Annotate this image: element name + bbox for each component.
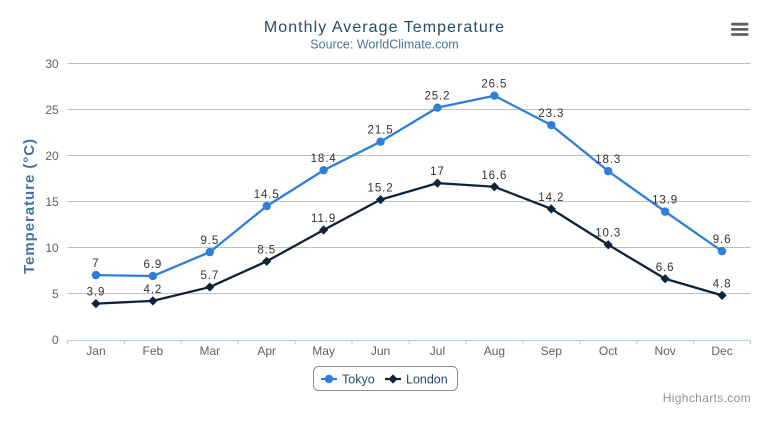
svg-text:18.4: 18.4	[311, 153, 337, 165]
svg-text:0: 0	[52, 333, 59, 347]
svg-text:20: 20	[45, 149, 59, 163]
svg-text:8.5: 8.5	[257, 244, 276, 256]
svg-text:23.3: 23.3	[538, 108, 564, 120]
svg-text:14.2: 14.2	[538, 192, 564, 204]
svg-text:18.3: 18.3	[595, 154, 621, 166]
svg-text:25: 25	[45, 103, 59, 117]
svg-text:13.9: 13.9	[652, 195, 678, 207]
svg-text:5: 5	[52, 287, 59, 301]
svg-text:London: London	[406, 372, 448, 386]
svg-text:10: 10	[45, 241, 59, 255]
svg-text:Source: WorldClimate.com: Source: WorldClimate.com	[310, 38, 458, 52]
svg-text:Monthly Average Temperature: Monthly Average Temperature	[264, 19, 505, 36]
svg-text:14.5: 14.5	[254, 189, 280, 201]
svg-text:Nov: Nov	[654, 344, 675, 358]
svg-text:Jan: Jan	[86, 344, 105, 358]
svg-text:Mar: Mar	[199, 344, 220, 358]
svg-text:26.5: 26.5	[481, 79, 507, 91]
svg-text:4.8: 4.8	[713, 278, 732, 290]
svg-text:5.7: 5.7	[200, 270, 219, 282]
svg-text:Jun: Jun	[371, 344, 390, 358]
svg-text:9.5: 9.5	[200, 235, 219, 247]
svg-text:6.6: 6.6	[656, 262, 675, 274]
svg-text:15: 15	[45, 195, 59, 209]
svg-text:3.9: 3.9	[87, 287, 106, 299]
svg-text:Temperature (°C): Temperature (°C)	[21, 138, 38, 274]
svg-text:Tokyo: Tokyo	[342, 372, 375, 386]
svg-text:15.2: 15.2	[368, 183, 394, 195]
svg-text:30: 30	[45, 57, 59, 71]
svg-text:Feb: Feb	[143, 344, 164, 358]
svg-text:Jul: Jul	[430, 344, 445, 358]
svg-text:16.6: 16.6	[481, 170, 507, 182]
svg-text:Highcharts.com: Highcharts.com	[663, 391, 751, 405]
svg-text:10.3: 10.3	[595, 228, 621, 240]
svg-text:May: May	[312, 344, 335, 358]
svg-text:9.6: 9.6	[713, 234, 732, 246]
svg-text:17: 17	[430, 166, 445, 178]
svg-text:Apr: Apr	[257, 344, 276, 358]
svg-text:Dec: Dec	[711, 344, 732, 358]
svg-text:21.5: 21.5	[368, 125, 394, 137]
svg-text:11.9: 11.9	[311, 213, 336, 225]
svg-text:Aug: Aug	[484, 344, 505, 358]
svg-text:Sep: Sep	[541, 344, 563, 358]
svg-text:Oct: Oct	[599, 344, 618, 358]
svg-text:4.2: 4.2	[144, 284, 163, 296]
svg-text:6.9: 6.9	[144, 259, 163, 271]
svg-text:7: 7	[92, 258, 99, 270]
svg-text:25.2: 25.2	[424, 91, 450, 103]
